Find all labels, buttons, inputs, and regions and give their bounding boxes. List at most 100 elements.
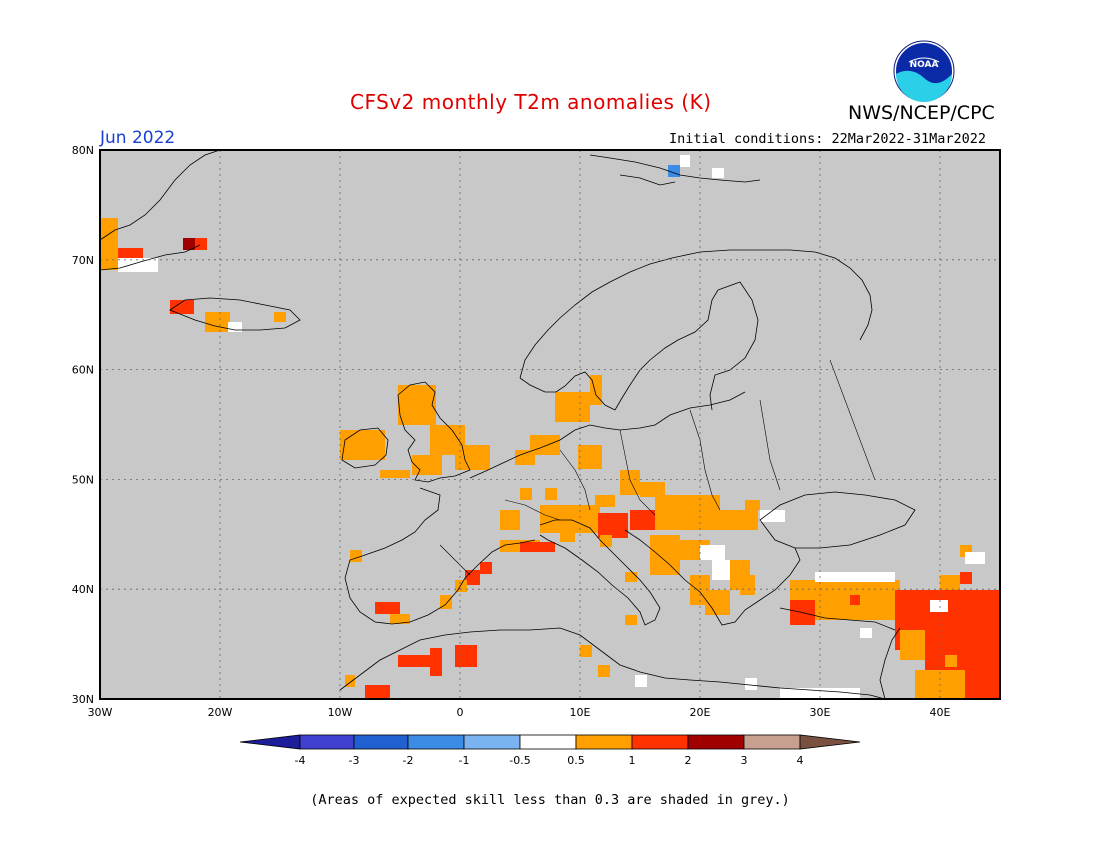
anomaly-cell <box>183 238 195 250</box>
anomaly-cell <box>598 665 610 677</box>
latitude-labels: 80N 70N 60N 50N 40N 30N <box>72 144 94 706</box>
anomaly-cell <box>398 385 436 425</box>
forecast-month: Jun 2022 <box>100 128 176 148</box>
map-frame <box>99 149 1001 700</box>
colorbar-swatch <box>631 734 689 750</box>
anomaly-cell <box>930 600 948 612</box>
colorbar-swatch <box>407 734 465 750</box>
colorbar: -4 -3 -2 -1 -0.5 0.5 1 2 3 4 <box>239 734 861 767</box>
anomaly-cell <box>520 488 532 500</box>
anomaly-cell <box>625 615 637 625</box>
anomaly-cell <box>760 510 785 522</box>
noaa-logo-icon: NOAA <box>893 40 955 102</box>
anomaly-cell <box>455 580 467 592</box>
anomaly-cell <box>430 648 442 676</box>
anomaly-cell <box>780 688 860 699</box>
anomaly-cell <box>965 552 985 564</box>
anomaly-cell <box>745 678 757 690</box>
anomaly-cell <box>700 545 725 560</box>
colorbar-label: -2 <box>403 754 414 767</box>
colorbar-label: 1 <box>629 754 636 767</box>
anomaly-cell <box>712 168 724 178</box>
colorbar-label: -4 <box>295 754 306 767</box>
anomaly-cell <box>945 655 957 667</box>
gridlines <box>100 150 1000 699</box>
lat-label: 50N <box>72 473 94 486</box>
logo-text: NOAA <box>910 60 939 70</box>
colorbar-swatch <box>575 734 633 750</box>
anomaly-cell <box>118 258 158 272</box>
anomaly-cell <box>625 572 637 582</box>
anomaly-cell <box>595 495 615 507</box>
anomaly-cell <box>630 510 658 530</box>
anomaly-cell <box>455 645 477 667</box>
anomaly-cell <box>705 590 730 615</box>
anomaly-cell <box>195 238 207 250</box>
lon-label: 40E <box>930 706 951 719</box>
anomaly-cell <box>375 602 400 614</box>
anomaly-cell <box>745 500 760 510</box>
anomaly-cell <box>520 542 555 552</box>
lon-label: 10W <box>328 706 353 719</box>
lat-label: 80N <box>72 144 94 157</box>
colorbar-swatch <box>743 734 801 750</box>
anomaly-cell <box>545 488 557 500</box>
lat-label: 40N <box>72 583 94 596</box>
anomaly-cell <box>398 655 434 667</box>
anomaly-cell <box>205 312 230 332</box>
colorbar-swatch <box>463 734 521 750</box>
longitude-labels: 30W 20W 10W 0 10E 20E 30E 40E <box>88 706 951 719</box>
anomaly-cell <box>412 455 442 475</box>
anomaly-cell <box>860 628 872 638</box>
anomaly-cells <box>100 155 1000 699</box>
anomaly-cell <box>530 435 560 455</box>
colorbar-label: 2 <box>685 754 692 767</box>
anomaly-cell <box>598 513 628 538</box>
lon-label: 30W <box>88 706 113 719</box>
coastlines <box>99 149 916 700</box>
anomaly-cell <box>635 675 647 687</box>
anomaly-cell <box>680 155 690 167</box>
lon-label: 20E <box>690 706 711 719</box>
anomaly-cell <box>668 165 680 177</box>
anomaly-cell <box>815 572 895 582</box>
colorbar-arrow-low <box>239 734 301 750</box>
anomaly-cell <box>640 482 665 497</box>
agency-label: NWS/NCEP/CPC <box>848 102 995 124</box>
anomaly-cell <box>380 470 410 478</box>
anomaly-cell <box>455 445 490 470</box>
anomaly-cell <box>170 300 194 314</box>
anomaly-cell <box>340 430 385 460</box>
anomaly-cell <box>345 675 355 687</box>
colorbar-label: 3 <box>741 754 748 767</box>
anomaly-cell <box>940 575 960 590</box>
anomaly-cell <box>555 392 590 422</box>
anomaly-cell <box>560 530 575 542</box>
lon-label: 0 <box>457 706 464 719</box>
anomaly-cell <box>480 562 492 574</box>
anomaly-cell <box>850 595 860 605</box>
lat-label: 60N <box>72 364 94 377</box>
anomaly-cell <box>620 470 640 495</box>
anomaly-cell <box>580 645 592 657</box>
anomaly-cell <box>650 535 680 575</box>
colorbar-arrow-high <box>799 734 861 750</box>
anomaly-cell <box>440 595 452 609</box>
colorbar-label: -1 <box>459 754 470 767</box>
anomaly-cell <box>740 575 755 595</box>
chart-title: CFSv2 monthly T2m anomalies (K) <box>350 90 712 114</box>
initial-conditions: Initial conditions: 22Mar2022-31Mar2022 <box>669 131 986 147</box>
anomaly-cell <box>118 248 143 258</box>
anomaly-cell <box>960 572 972 584</box>
colorbar-swatch <box>687 734 745 750</box>
lat-label: 30N <box>72 693 94 706</box>
anomaly-cell <box>100 218 118 270</box>
anomaly-cell <box>515 450 535 465</box>
anomaly-cell <box>228 322 242 332</box>
colorbar-label: -0.5 <box>509 754 530 767</box>
colorbar-label: 4 <box>797 754 804 767</box>
anomaly-cell <box>365 685 390 699</box>
lon-label: 20W <box>208 706 233 719</box>
colorbar-swatch <box>353 734 409 750</box>
